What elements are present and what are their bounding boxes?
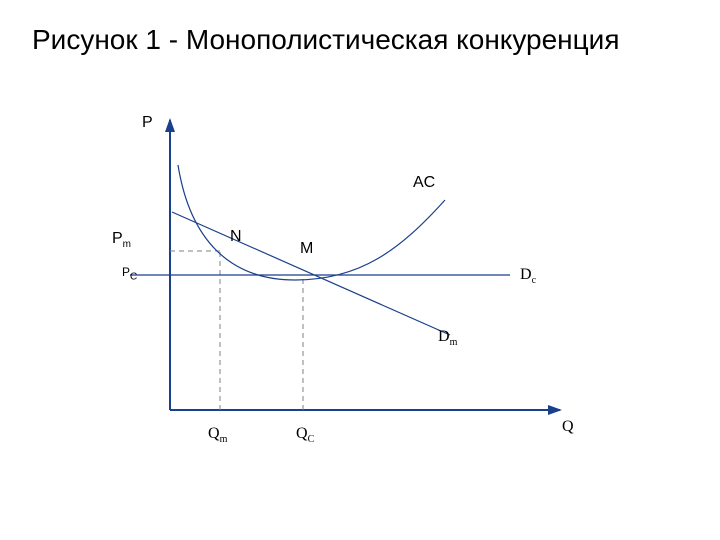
label-Dm: Dm <box>438 328 457 348</box>
label-Dc: Dc <box>520 266 536 286</box>
label-M: M <box>300 240 313 258</box>
label-P: P <box>142 114 153 132</box>
economics-diagram: P AC N M Pm PC Dc Dm Qm QC Q <box>80 110 620 490</box>
label-Qc: QC <box>296 425 314 445</box>
label-Pm: Pm <box>112 230 131 250</box>
label-AC: AC <box>413 174 435 192</box>
label-Pc: PC <box>122 265 137 282</box>
label-Q: Q <box>562 418 574 436</box>
label-Qm: Qm <box>208 425 227 445</box>
label-N: N <box>230 228 242 246</box>
figure-title: Рисунок 1 - Монополистическая конкуренци… <box>32 24 619 56</box>
chart-svg <box>80 110 620 490</box>
